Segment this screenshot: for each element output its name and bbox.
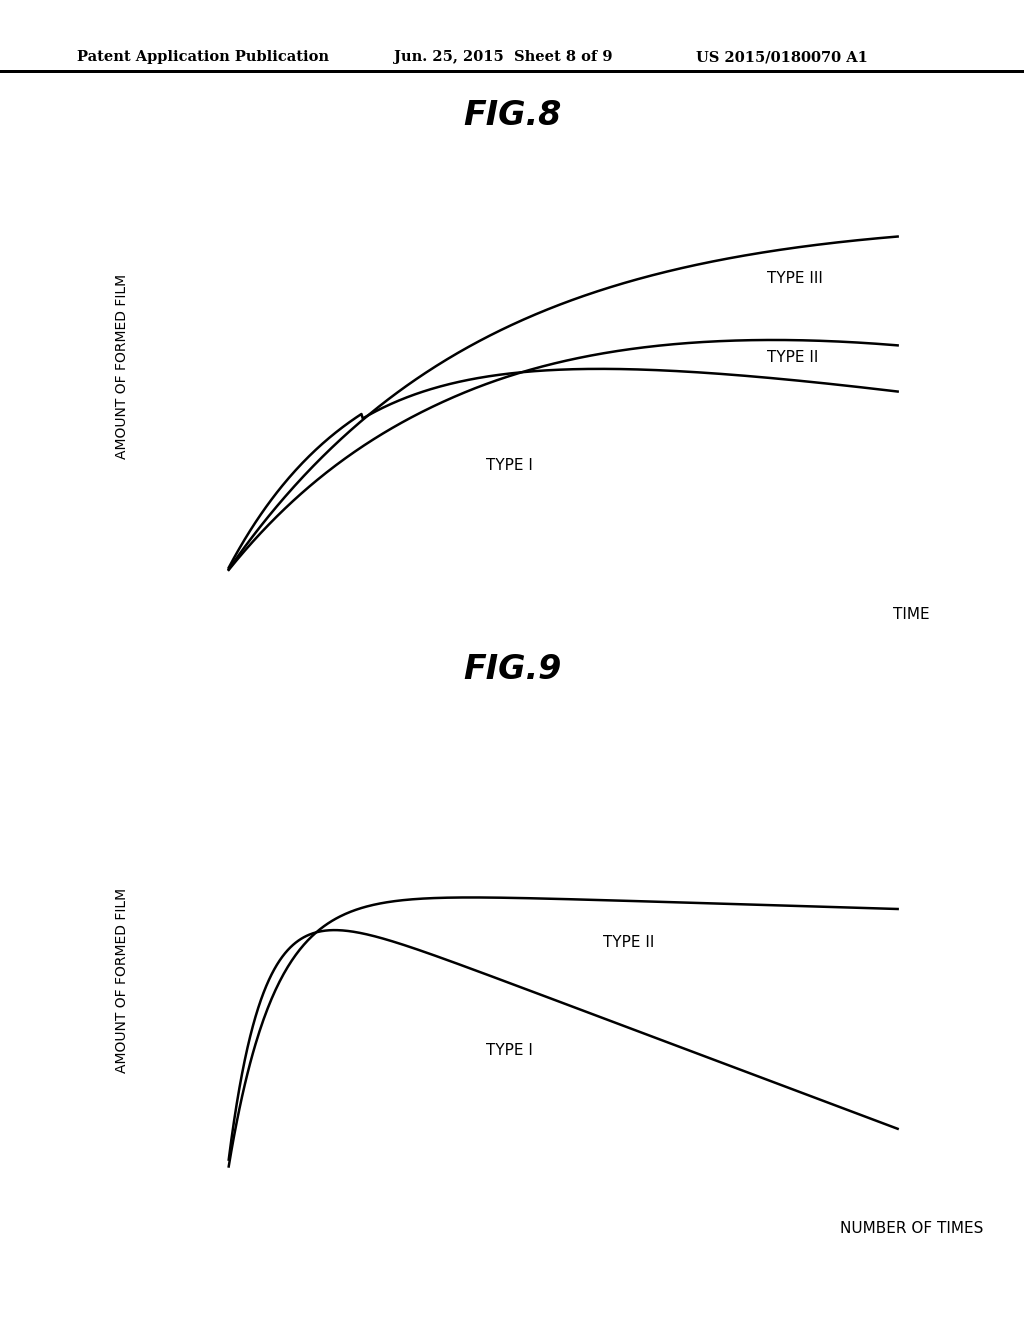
Text: Patent Application Publication: Patent Application Publication	[77, 50, 329, 65]
Text: Jun. 25, 2015  Sheet 8 of 9: Jun. 25, 2015 Sheet 8 of 9	[394, 50, 612, 65]
Text: TIME: TIME	[893, 607, 930, 623]
Text: FIG.8: FIG.8	[463, 99, 561, 132]
Text: AMOUNT OF FORMED FILM: AMOUNT OF FORMED FILM	[116, 887, 129, 1073]
Text: AMOUNT OF FORMED FILM: AMOUNT OF FORMED FILM	[116, 273, 129, 459]
Text: TYPE III: TYPE III	[767, 271, 823, 286]
Text: NUMBER OF TIMES: NUMBER OF TIMES	[840, 1221, 983, 1237]
Text: TYPE I: TYPE I	[486, 1043, 532, 1057]
Text: TYPE I: TYPE I	[486, 458, 532, 474]
Text: FIG.9: FIG.9	[463, 653, 561, 686]
Text: TYPE II: TYPE II	[602, 935, 654, 950]
Text: TYPE II: TYPE II	[767, 350, 818, 366]
Text: US 2015/0180070 A1: US 2015/0180070 A1	[696, 50, 868, 65]
